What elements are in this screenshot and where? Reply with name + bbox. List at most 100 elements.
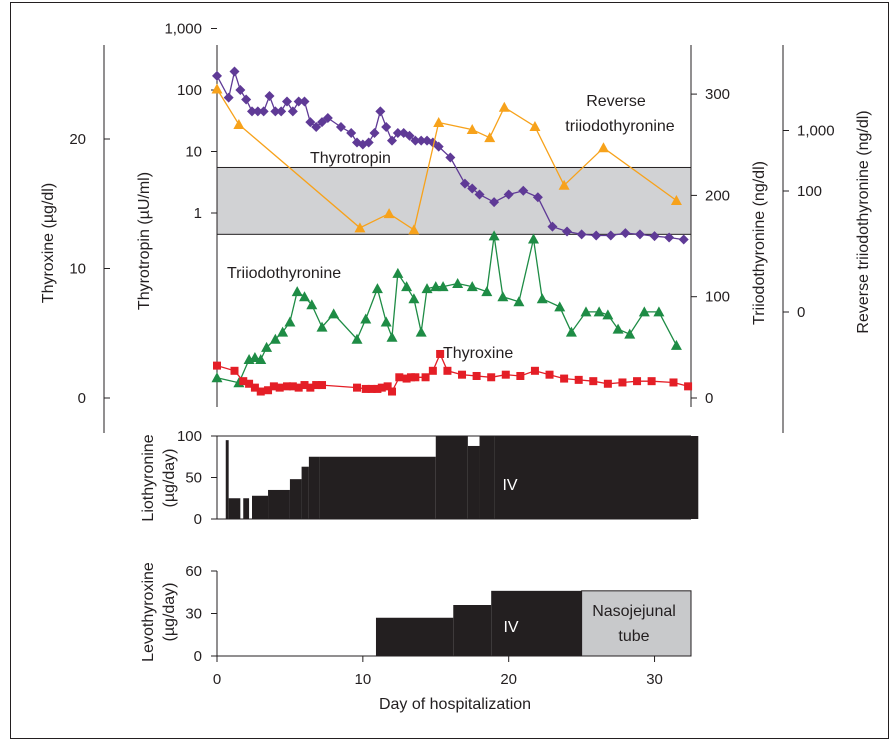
thyrotropin-point: [264, 90, 275, 101]
thyroxine-point: [633, 377, 642, 386]
triiodothyronine-point: [624, 328, 636, 339]
x-tick-label: 10: [355, 671, 372, 688]
liothyronine-dose-bar: [243, 498, 250, 519]
thyrotropin-point: [445, 152, 456, 163]
triiodothyronine-point: [580, 306, 592, 317]
thyrotropin-series: [212, 66, 689, 245]
thyroxine-point: [421, 373, 430, 382]
levothyroxine-axis-label-line1: Levothyroxine: [140, 562, 157, 662]
thyroxine-point: [684, 382, 693, 391]
thyrotropin-point: [664, 232, 675, 243]
thyrotropin-point: [282, 96, 293, 107]
thyrotropin-point: [381, 122, 392, 133]
nasojejunal-label-line2: tube: [618, 628, 649, 645]
thyroxine-point: [250, 383, 259, 392]
levothyroxine-tick-label: 60: [185, 563, 202, 580]
thyrotropin-point: [241, 94, 252, 105]
thyrotropin-point: [392, 127, 403, 138]
thyroxine-tick-label: 20: [69, 131, 86, 148]
thyroxine-point: [275, 383, 284, 392]
thyroxine-point: [213, 361, 221, 370]
thyrotropin-point: [576, 229, 587, 240]
liothyronine-iv-label: IV: [502, 477, 517, 494]
triiodothyronine-point: [602, 309, 614, 320]
triiodothyronine-point: [612, 323, 624, 334]
liothyronine-tick-label: 100: [177, 428, 202, 445]
liothyronine-axis-label-line1: Liothyronine: [140, 434, 157, 521]
liothyronine-dose-bar: [479, 436, 495, 519]
thyrotropin-tick-label: 1,000: [164, 21, 202, 38]
thyroxine-point: [428, 366, 437, 375]
thyrotropin-point: [375, 106, 386, 117]
triiodothyronine-point: [513, 296, 525, 307]
thyroxine-point: [618, 378, 627, 387]
thyrotropin-point: [387, 135, 398, 146]
triiodothyronine-point: [392, 267, 404, 278]
thyroxine-point: [288, 382, 297, 391]
thyroxine-point: [294, 383, 303, 392]
levothyroxine-tube-bar: [581, 590, 692, 657]
triiodothyronine-point: [255, 354, 267, 365]
reverse-triiodothyronine-point: [383, 208, 395, 219]
triiodothyronine-series: [211, 230, 682, 388]
thyrotropin-point: [363, 137, 374, 148]
thyroxine-point: [411, 373, 420, 382]
thyrotropin-point: [459, 178, 470, 189]
thyrotropin-point: [223, 92, 234, 103]
thyroxine-point: [353, 383, 362, 392]
thyroxine-point: [377, 383, 386, 392]
thyrotropin-point: [276, 106, 287, 117]
thyrotropin-point: [235, 85, 246, 95]
thyroxine-point: [383, 382, 392, 391]
thyroxine-tick-label: 0: [78, 390, 86, 407]
reverse-t3-tick-label: 100: [797, 183, 822, 200]
triiodothyronine-point: [386, 331, 398, 342]
triiodothyronine-point: [430, 281, 442, 292]
reverse-triiodothyronine-axis-label: Reverse triiodothyronine (ng/dl): [855, 110, 872, 333]
triiodothyronine-point: [284, 316, 296, 327]
thyrotropin-point: [270, 106, 281, 117]
reverse-triiodothyronine-point: [233, 118, 245, 129]
thyroxine-point: [603, 379, 612, 388]
thyrotropin-point: [605, 230, 616, 241]
thyroxine-point: [312, 381, 321, 390]
band-label: Triiodothyronine: [227, 265, 341, 282]
triiodothyronine-point: [497, 291, 509, 302]
thyrotropin-point: [258, 106, 269, 117]
thyroxine-point: [361, 384, 370, 393]
thyroxine-point: [487, 373, 496, 382]
triiodothyronine-tick-label: 300: [705, 86, 730, 103]
thyroxine-point: [436, 349, 445, 358]
thyrotropin-point: [305, 117, 316, 128]
liothyronine-axis-label-line2: (µg/day): [161, 448, 178, 507]
x-axis-label: Day of hospitalization: [379, 696, 531, 713]
thyrotropin-point: [369, 127, 380, 138]
thyroxine-point: [367, 384, 376, 393]
triiodothyronine-point: [269, 333, 281, 344]
thyrotropin-point: [335, 122, 346, 133]
thyroxine-point: [230, 366, 239, 375]
reverse-t3-tick-label: 0: [797, 304, 805, 321]
reverse-triiodothyronine-point: [597, 142, 609, 153]
reverse-triiodothyronine-point: [408, 224, 420, 235]
thyrotropin-point: [532, 192, 543, 203]
levothyroxine-axis-label-line2: (µg/day): [161, 582, 178, 641]
triiodothyronine-point: [408, 293, 420, 304]
liothyronine-dose-bar: [228, 498, 241, 519]
thyrotropin-point: [620, 228, 631, 239]
thyrotropin-point: [634, 229, 645, 240]
triiodothyronine-point: [277, 326, 289, 337]
reverse-triiodothyronine-point: [498, 101, 510, 112]
nasojejunal-label-line1: Nasojejunal: [592, 603, 676, 620]
liothyronine-dose-bar: [308, 456, 320, 519]
liothyronine-dose-bar: [252, 495, 269, 519]
thyrotropin-point: [678, 234, 689, 245]
thyrotropin-point: [416, 135, 427, 146]
thyroxine-point: [406, 373, 415, 382]
reverse-triiodothyronine-point: [484, 132, 496, 143]
reverse-triiodothyronine-point: [354, 222, 366, 233]
x-tick-label: 30: [646, 671, 663, 688]
thyrotropin-point: [346, 127, 357, 138]
thyroxine-point: [373, 384, 382, 393]
reverse-triiodothyronine-point: [529, 121, 541, 132]
